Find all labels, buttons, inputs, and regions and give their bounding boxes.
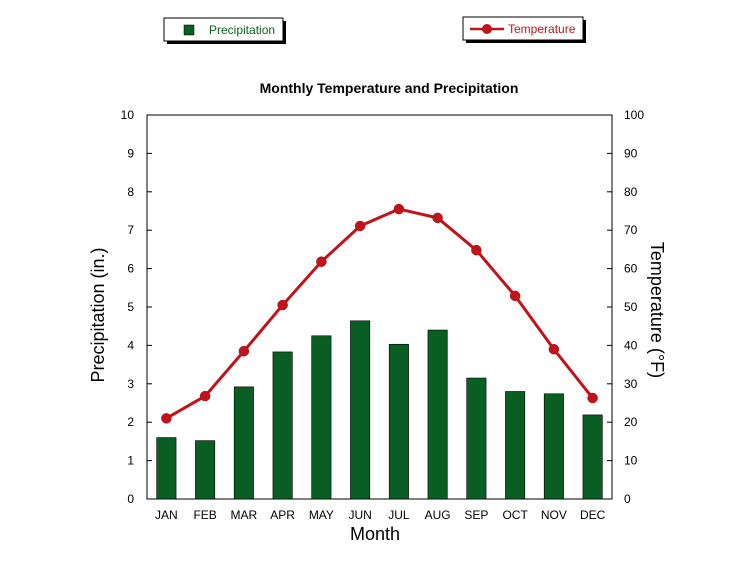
left-tick-label: 7	[127, 223, 134, 237]
temperature-point-nov	[548, 343, 560, 355]
precipitation-bar-may	[311, 335, 332, 500]
x-tick-label-mar: MAR	[231, 508, 258, 522]
x-tick-label-apr: APR	[270, 508, 295, 522]
x-tick-label-sep: SEP	[464, 508, 488, 522]
temperature-point-dec	[587, 392, 598, 404]
temperature-point-jan	[161, 413, 172, 424]
temperature-point-may	[316, 256, 327, 267]
precipitation-bar-feb	[195, 440, 216, 500]
left-tick-label: 6	[127, 262, 134, 276]
left-tick-label: 9	[127, 146, 134, 160]
precipitation-bars	[156, 320, 603, 500]
x-tick-label-jul: JUL	[388, 508, 410, 522]
x-tick-label-aug: AUG	[425, 508, 451, 522]
legend-temperature: Temperature	[462, 16, 586, 43]
temperature-point-mar	[238, 345, 250, 357]
x-axis-label: Month	[350, 524, 400, 544]
precipitation-bar-dec	[582, 414, 603, 500]
precipitation-bar-oct	[505, 391, 526, 500]
left-tick-label: 1	[127, 454, 134, 468]
left-tick-label: 8	[127, 185, 134, 199]
y2-axis-label: Temperature (°F)	[647, 242, 667, 378]
precipitation-bar-mar	[233, 386, 254, 500]
precipitation-bar-nov	[543, 393, 564, 500]
temperature-point-sep	[471, 244, 482, 256]
right-tick-label: 10	[624, 454, 638, 468]
right-tick-label: 80	[624, 185, 638, 199]
x-tick-label-dec: DEC	[580, 508, 606, 522]
temperature-point-oct	[509, 290, 521, 302]
legend-precipitation-label: Precipitation	[209, 23, 275, 37]
legend-precipitation-swatch	[183, 24, 195, 36]
right-tick-label: 0	[624, 492, 631, 506]
left-tick-label: 10	[121, 108, 135, 122]
legend-temperature-box	[462, 16, 584, 41]
legend-temperature-marker	[482, 24, 492, 34]
right-tick-label: 70	[624, 223, 638, 237]
right-tick-label: 60	[624, 262, 638, 276]
left-tick-label: 2	[127, 415, 134, 429]
right-tick-label: 50	[624, 300, 638, 314]
temperature-point-jun	[354, 220, 366, 232]
x-axis: JAN FEB MAR APR MAY JUN JUL AUG SEP OCT NOV DEC	[155, 508, 606, 522]
precipitation-bar-sep	[466, 377, 487, 500]
x-tick-label-oct: OCT	[502, 508, 528, 522]
precipitation-bar-jan	[156, 437, 177, 500]
x-tick-label-feb: FEB	[193, 508, 216, 522]
left-tick-label: 0	[127, 492, 134, 506]
legend-temperature-label: Temperature	[508, 22, 576, 36]
left-tick-label: 3	[127, 377, 134, 391]
precipitation-bar-jun	[350, 320, 371, 500]
right-axis: 0 10 20 30 40 50 60 70 80 90 100	[607, 108, 644, 506]
x-tick-label-jan: JAN	[155, 508, 178, 522]
x-tick-label-may: MAY	[309, 508, 334, 522]
temperature-point-apr	[277, 299, 288, 311]
temperature-line	[165, 207, 594, 420]
temperature-point-aug	[432, 212, 443, 224]
right-tick-label: 100	[624, 108, 644, 122]
left-tick-label: 4	[127, 338, 134, 352]
right-tick-label: 90	[624, 146, 638, 160]
legend-precipitation: Precipitation	[163, 17, 286, 44]
right-tick-label: 40	[624, 338, 638, 352]
x-tick-label-jun: JUN	[348, 508, 371, 522]
temperature-point-jul	[393, 203, 405, 215]
temperature-series	[161, 203, 598, 424]
chart-title: Monthly Temperature and Precipitation	[260, 80, 519, 96]
temperature-point-feb	[199, 390, 211, 402]
left-tick-label: 5	[127, 300, 134, 314]
precipitation-bar-aug	[427, 329, 448, 500]
x-tick-label-nov: NOV	[541, 508, 567, 522]
right-tick-label: 20	[624, 415, 638, 429]
right-tick-label: 30	[624, 377, 638, 391]
y-axis-label: Precipitation (in.)	[88, 247, 108, 382]
precipitation-bar-jul	[388, 343, 409, 500]
left-axis: 0 1 2 3 4 5 6 7 8 9 10	[121, 108, 152, 506]
plot-frame	[146, 114, 613, 500]
precipitation-bar-apr	[272, 351, 293, 500]
